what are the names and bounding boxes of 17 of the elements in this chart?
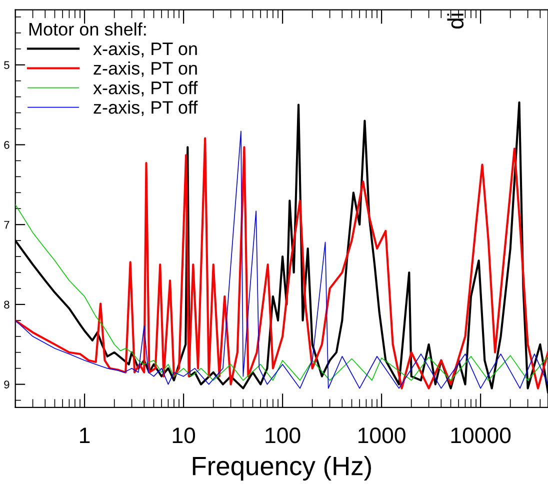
legend-label: z-axis, PT on xyxy=(94,61,197,77)
y-tick-label: 5 xyxy=(4,61,10,69)
legend-title: Motor on shelf: xyxy=(29,22,146,36)
x-tick-label: 100 xyxy=(266,428,300,444)
y-tick-label: 6 xyxy=(4,140,10,149)
legend-label: x-axis, PT off xyxy=(93,81,198,96)
x-tick-label: 1 xyxy=(80,428,90,444)
annotation: di xyxy=(447,14,464,29)
y-tick-label: 9 xyxy=(4,380,10,388)
x-tick-label: 10000 xyxy=(451,428,511,444)
y-tick-label: 7 xyxy=(4,220,10,229)
x-axis-title: Frequency (Hz) xyxy=(192,456,371,481)
x-tick-label: 1000 xyxy=(358,428,406,444)
legend-label: z-axis, PT off xyxy=(94,100,198,116)
x-tick-label: 10 xyxy=(172,428,196,444)
y-tick-label: 8 xyxy=(4,300,10,309)
legend-label: x-axis, PT on xyxy=(93,42,197,58)
